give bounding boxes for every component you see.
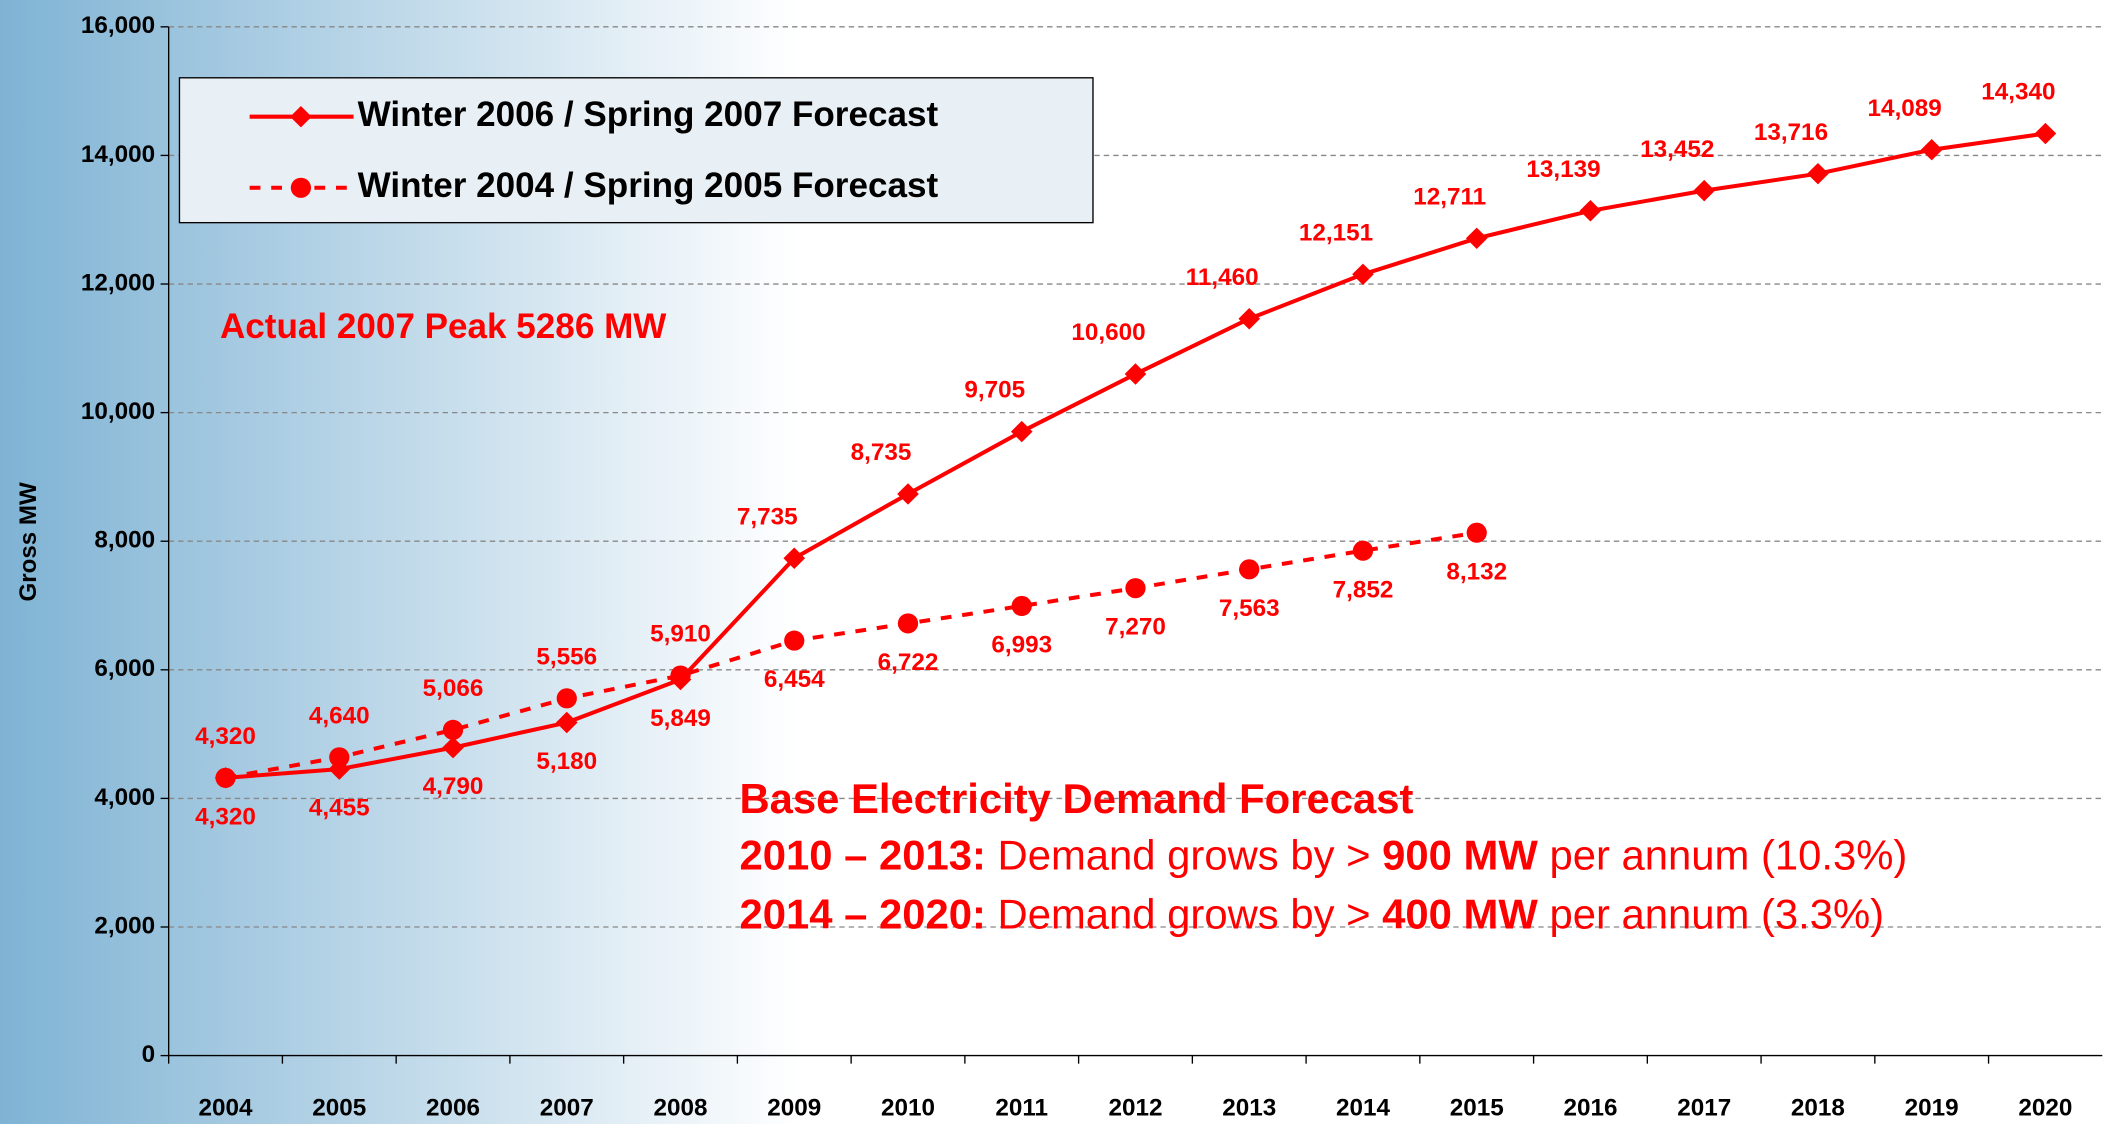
x-tick-label: 2012 xyxy=(1108,1095,1162,1122)
data-label: 13,139 xyxy=(1526,156,1600,183)
x-tick-label: 2011 xyxy=(995,1095,1048,1122)
x-tick-label: 2014 xyxy=(1336,1095,1391,1122)
data-label: 5,066 xyxy=(423,675,484,702)
marker xyxy=(556,688,577,709)
forecast-segment: 900 MW xyxy=(1382,832,1538,879)
data-label: 7,735 xyxy=(737,503,798,530)
data-label: 13,452 xyxy=(1640,136,1714,163)
x-tick-label: 2015 xyxy=(1450,1095,1504,1122)
marker xyxy=(1352,540,1374,561)
data-label: 4,455 xyxy=(309,795,370,822)
marker xyxy=(442,719,464,740)
marker xyxy=(670,665,691,686)
data-label: 8,735 xyxy=(851,439,912,466)
x-tick-label: 2006 xyxy=(426,1095,480,1122)
marker xyxy=(555,711,578,734)
x-tick-label: 2013 xyxy=(1222,1095,1276,1122)
forecast-segment: 400 MW xyxy=(1382,891,1538,938)
marker xyxy=(1807,162,1829,185)
x-tick-label: 2004 xyxy=(199,1095,254,1122)
data-label: 4,320 xyxy=(195,803,256,830)
marker xyxy=(1465,227,1488,250)
marker xyxy=(1125,578,1146,599)
y-tick-label: 12,000 xyxy=(81,269,155,296)
y-tick-label: 2,000 xyxy=(94,912,155,939)
data-label: 7,563 xyxy=(1219,595,1280,622)
forecast-segment: Demand grows by > xyxy=(986,832,1382,879)
forecast-segment: per annum (3.3%) xyxy=(1538,891,1884,938)
x-tick-label: 2019 xyxy=(1905,1095,1959,1122)
forecast-segment: 2014 – 2020: xyxy=(739,891,985,938)
y-tick-label: 0 xyxy=(142,1041,156,1068)
marker xyxy=(329,747,350,768)
data-label: 10,600 xyxy=(1071,319,1145,346)
x-tick-label: 2008 xyxy=(654,1095,708,1122)
marker xyxy=(1239,559,1260,580)
marker xyxy=(1693,179,1715,202)
data-label: 4,320 xyxy=(195,723,256,750)
marker xyxy=(1466,522,1487,543)
x-tick-label: 2020 xyxy=(2018,1095,2072,1122)
y-axis-label: Gross MW xyxy=(15,482,42,601)
x-tick-label: 2016 xyxy=(1563,1095,1617,1122)
x-tick-label: 2010 xyxy=(881,1095,935,1122)
marker xyxy=(784,630,805,651)
marker xyxy=(783,547,806,569)
y-tick-label: 14,000 xyxy=(81,141,155,168)
data-label: 6,993 xyxy=(991,632,1052,659)
marker xyxy=(1124,363,1147,385)
legend-label: Winter 2006 / Spring 2007 Forecast xyxy=(358,95,939,134)
series-line xyxy=(225,530,1478,780)
data-label: 11,460 xyxy=(1186,264,1259,291)
legend-label: Winter 2004 / Spring 2005 Forecast xyxy=(358,166,939,205)
y-tick-label: 6,000 xyxy=(94,655,155,682)
forecast-segment: Demand grows by > xyxy=(986,891,1382,938)
legend-box xyxy=(178,77,1094,224)
peak-note: Actual 2007 Peak 5286 MW xyxy=(220,307,666,346)
data-label: 4,790 xyxy=(423,773,484,800)
marker xyxy=(897,613,919,634)
data-label: 14,340 xyxy=(1981,79,2055,106)
data-label: 12,151 xyxy=(1299,220,1373,247)
data-label: 5,180 xyxy=(536,748,597,775)
y-tick-label: 10,000 xyxy=(81,398,155,425)
y-tick-label: 4,000 xyxy=(94,784,155,811)
data-label: 5,849 xyxy=(650,705,711,732)
data-label: 7,270 xyxy=(1105,614,1166,641)
data-label: 5,910 xyxy=(650,621,711,648)
x-tick-label: 2005 xyxy=(312,1095,366,1122)
data-label: 5,556 xyxy=(536,644,597,671)
marker xyxy=(442,736,464,759)
data-label: 8,132 xyxy=(1446,558,1507,585)
data-label: 7,852 xyxy=(1333,576,1394,603)
data-label: 6,722 xyxy=(878,649,939,676)
x-tick-label: 2009 xyxy=(767,1095,821,1122)
data-label: 6,454 xyxy=(764,666,825,693)
marker xyxy=(215,767,236,788)
x-tick-label: 2018 xyxy=(1791,1095,1845,1122)
forecast-segment: per annum (10.3%) xyxy=(1538,832,1908,879)
forecast-segment: 2010 – 2013: xyxy=(739,832,985,879)
x-tick-label: 2017 xyxy=(1677,1095,1731,1122)
data-label: 13,716 xyxy=(1754,119,1828,146)
marker xyxy=(1920,138,1943,161)
marker xyxy=(897,483,919,505)
forecast-title: Base Electricity Demand Forecast xyxy=(739,775,1413,822)
y-tick-label: 16,000 xyxy=(81,12,155,39)
legend-marker xyxy=(290,177,312,198)
marker xyxy=(1579,200,1602,222)
data-label: 14,089 xyxy=(1868,95,1942,122)
forecast-line: 2010 – 2013: Demand grows by > 900 MW pe… xyxy=(739,832,1907,879)
data-label: 12,711 xyxy=(1413,183,1486,210)
marker xyxy=(1011,595,1032,617)
y-tick-label: 8,000 xyxy=(94,527,155,554)
marker xyxy=(1010,420,1033,443)
x-tick-label: 2007 xyxy=(540,1095,594,1122)
data-label: 4,640 xyxy=(309,702,370,729)
forecast-line: 2014 – 2020: Demand grows by > 400 MW pe… xyxy=(739,891,1884,938)
data-label: 9,705 xyxy=(964,377,1025,404)
